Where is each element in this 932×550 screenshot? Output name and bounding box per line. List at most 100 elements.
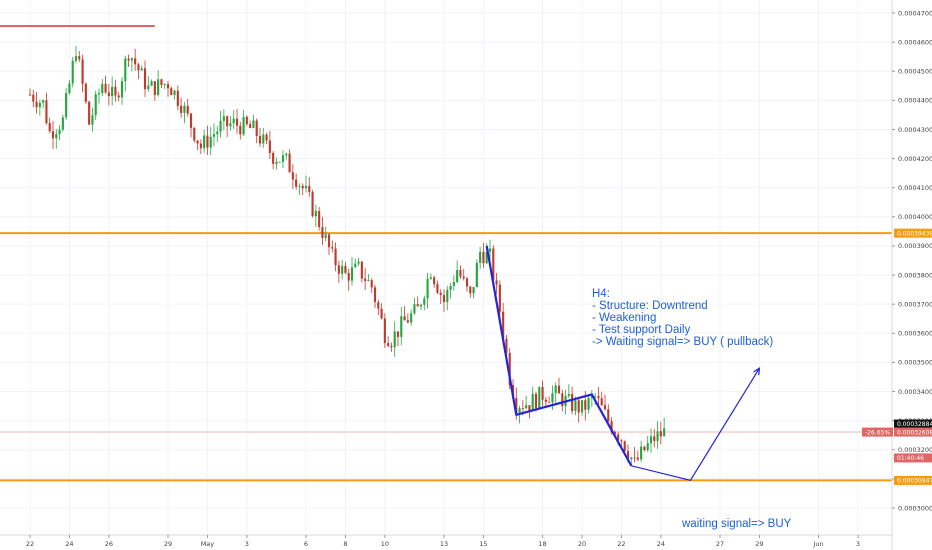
candle-body: [373, 287, 377, 303]
candle-body: [318, 210, 321, 228]
candle-body: [304, 185, 308, 189]
candle-body: [166, 84, 170, 89]
candle-body: [216, 131, 219, 135]
candle-body: [186, 105, 189, 114]
candle-body: [472, 287, 475, 294]
candle-body: [367, 280, 370, 281]
candle-body: [32, 94, 35, 102]
candle-body: [452, 282, 455, 286]
candle-body: [423, 298, 426, 305]
candle-body: [659, 431, 662, 437]
candle-body: [291, 172, 294, 180]
candle-body: [354, 263, 357, 268]
candle-body: [469, 286, 472, 294]
candle-body: [617, 434, 620, 441]
candle-body: [209, 136, 212, 148]
candle-body: [249, 124, 252, 128]
candle-body: [551, 393, 554, 403]
candle-body: [429, 277, 432, 279]
price-tag: [894, 475, 932, 485]
candle-body: [640, 446, 643, 460]
candle-body: [603, 405, 607, 410]
candle-body: [163, 84, 166, 85]
candle-body: [84, 83, 87, 102]
candle-body: [65, 93, 68, 118]
time-axis[interactable]: 22 24 26 29 May 3 6 8 10 13 15 18 20 22 24 27 29 Jun 3: [26, 535, 860, 548]
time-tick-label: 3: [245, 540, 249, 548]
candle-body: [183, 105, 186, 113]
candle-body: [426, 278, 429, 299]
candle-body: [534, 393, 538, 409]
price-tag: [894, 453, 932, 463]
candle-body: [91, 115, 94, 125]
time-tick-label: 26: [105, 540, 113, 548]
candle-body: [308, 185, 311, 193]
candle-body: [663, 428, 666, 437]
candle-body: [383, 318, 386, 344]
candle-body: [88, 101, 91, 125]
candle-body: [561, 393, 564, 407]
candle-body: [196, 140, 199, 144]
candle-body: [541, 386, 544, 400]
candle-body: [153, 81, 156, 95]
candle-body: [446, 289, 449, 303]
candle-body: [68, 83, 71, 94]
time-tick-label: 15: [479, 540, 487, 548]
candle-body: [157, 79, 160, 95]
candle-body: [505, 338, 508, 353]
candle-body: [301, 185, 304, 189]
price-tag-label: 0.00032884: [897, 421, 932, 428]
candle-body: [71, 60, 74, 84]
time-tick-label: 6: [304, 540, 308, 548]
candle-body: [206, 135, 209, 148]
candle-body: [436, 284, 439, 293]
candle-body: [377, 302, 380, 309]
candle-body: [324, 234, 327, 239]
candle-body: [449, 285, 452, 290]
price-tag-label: 0.00030947: [897, 478, 932, 485]
time-tick-label: 29: [164, 540, 172, 548]
candle-body: [222, 116, 225, 121]
annotation-line: - Structure: Downtrend: [592, 300, 708, 312]
candle-body: [321, 227, 324, 239]
time-tick-label: 20: [578, 540, 586, 548]
candle-body: [189, 113, 193, 128]
candle-body: [357, 261, 360, 264]
candle-body: [235, 118, 239, 126]
candle-body: [571, 394, 574, 411]
price-tag: [894, 228, 932, 238]
candle-body: [653, 436, 656, 441]
candle-body: [482, 251, 485, 264]
candle-body: [285, 153, 288, 156]
candle-body: [548, 401, 551, 403]
candle-body: [459, 270, 462, 277]
candle-body: [528, 405, 531, 411]
candle-body: [646, 443, 649, 451]
candle-body: [502, 311, 505, 339]
candle-body: [521, 408, 524, 409]
candle-body: [538, 386, 541, 409]
candle-body: [124, 58, 127, 82]
candle-body: [114, 86, 117, 96]
candle-body: [117, 95, 120, 98]
candle-body: [278, 161, 281, 163]
change-tag-label: -26.65%: [865, 429, 890, 436]
candle-body: [442, 294, 446, 303]
candle-body: [620, 440, 623, 442]
candle-body: [649, 436, 653, 444]
candle-body: [344, 265, 347, 273]
candles: [28, 45, 666, 466]
candle-body: [252, 120, 255, 128]
horizontal-lines: [0, 25, 892, 482]
candle-body: [554, 385, 557, 394]
candle-body: [406, 320, 409, 323]
candle-body: [623, 441, 626, 451]
candle-body: [160, 79, 163, 85]
